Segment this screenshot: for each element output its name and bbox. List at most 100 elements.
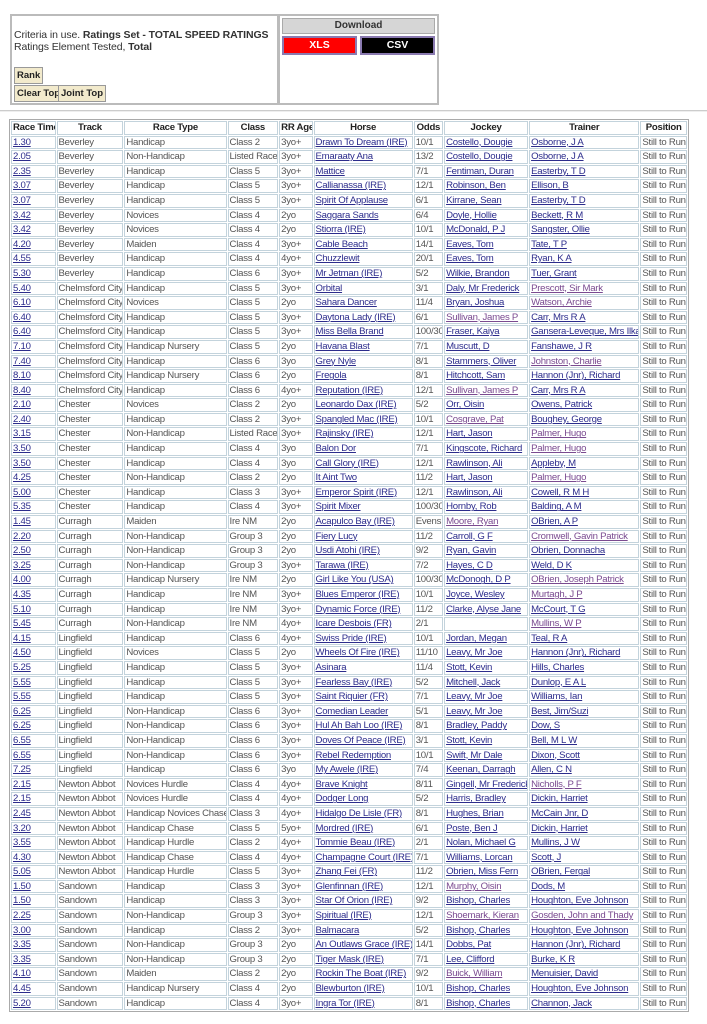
jockey-link[interactable]: Leavy, Mr Joe — [446, 705, 503, 717]
horse-link[interactable]: Reputation (IRE) — [315, 384, 384, 396]
jockey-link[interactable]: Rawlinson, Ali — [446, 457, 503, 469]
trainer-link[interactable]: Dods, M — [531, 880, 566, 892]
trainer-link[interactable]: Obrien, Donnacha — [531, 545, 605, 557]
jockey-link[interactable]: Joyce, Wesley — [446, 589, 505, 600]
horse-link[interactable]: Doves Of Peace (IRE) — [315, 734, 406, 746]
trainer-link[interactable]: Teal, R A — [531, 632, 568, 644]
trainer-link[interactable]: OBrien, Fergal — [531, 866, 590, 878]
horse-link[interactable]: Spirit Of Applause — [315, 194, 389, 206]
jockey-link[interactable]: Bradley, Paddy — [446, 720, 507, 732]
jockey-link[interactable]: Obrien, Miss Fern — [446, 866, 519, 878]
horse-link[interactable]: It Aint Two — [315, 472, 358, 484]
race-time-link[interactable]: 3.35 — [13, 939, 31, 951]
trainer-link[interactable]: Johnston, Charlie — [531, 355, 602, 367]
race-time-link[interactable]: 3.55 — [13, 837, 31, 849]
horse-link[interactable]: Dodger Long — [315, 793, 369, 805]
trainer-link[interactable]: Allen, C N — [531, 764, 572, 776]
race-time-link[interactable]: 6.40 — [13, 311, 31, 323]
trainer-link[interactable]: Hills, Charles — [531, 661, 585, 673]
trainer-link[interactable]: Ryan, K A — [531, 253, 572, 265]
trainer-link[interactable]: Carr, Mrs R A — [531, 384, 586, 396]
horse-link[interactable]: Saint Riquier (FR) — [315, 691, 389, 703]
horse-link[interactable]: Mattice — [315, 165, 345, 177]
race-time-link[interactable]: 8.40 — [13, 384, 31, 396]
jockey-link[interactable]: Fraser, Kaiya — [446, 326, 500, 338]
race-time-link[interactable]: 4.00 — [13, 574, 31, 586]
horse-link[interactable]: Rockin The Boat (IRE) — [315, 968, 407, 980]
trainer-link[interactable]: Williams, Ian — [531, 691, 583, 703]
jockey-link[interactable]: Moore, Ryan — [446, 516, 499, 528]
trainer-link[interactable]: McCain Jnr, D — [531, 807, 589, 819]
trainer-link[interactable]: Tate, T P — [531, 238, 567, 250]
trainer-link[interactable]: Hannon (Jnr), Richard — [531, 370, 621, 382]
race-time-link[interactable]: 3.00 — [13, 924, 31, 936]
jockey-link[interactable]: Kingscote, Richard — [446, 443, 523, 455]
horse-link[interactable]: Grey Nyle — [315, 355, 357, 367]
horse-link[interactable]: Mr Jetman (IRE) — [315, 267, 383, 279]
jockey-link[interactable]: Rawlinson, Ali — [446, 486, 503, 498]
horse-link[interactable]: An Outlaws Grace (IRE) — [315, 939, 413, 951]
trainer-link[interactable]: Best, Jim/Suzi — [531, 705, 589, 717]
jockey-link[interactable]: Poste, Ben J — [446, 822, 498, 834]
horse-link[interactable]: Hidalgo De Lisle (FR) — [315, 807, 403, 819]
race-time-link[interactable]: 7.25 — [13, 764, 31, 776]
jockey-link[interactable]: Eaves, Tom — [446, 253, 494, 265]
horse-link[interactable]: Spangled Mac (IRE) — [315, 413, 398, 425]
jockey-link[interactable]: Clarke, Alyse Jane — [446, 603, 522, 615]
race-time-link[interactable]: 5.25 — [13, 661, 31, 673]
race-time-link[interactable]: 6.10 — [13, 297, 31, 309]
race-time-link[interactable]: 1.45 — [13, 516, 31, 528]
race-time-link[interactable]: 3.07 — [13, 194, 31, 206]
race-time-link[interactable]: 3.42 — [13, 224, 31, 236]
race-time-link[interactable]: 5.55 — [13, 676, 31, 688]
trainer-link[interactable]: Gansera-Leveque, Mrs Ilka — [531, 326, 640, 338]
jockey-link[interactable]: Bishop, Charles — [446, 895, 511, 907]
trainer-link[interactable]: Mullins, W P — [531, 618, 582, 630]
trainer-link[interactable]: Easterby, T D — [531, 165, 586, 177]
race-time-link[interactable]: 3.25 — [13, 559, 31, 571]
jockey-link[interactable]: Costello, Dougie — [446, 136, 513, 148]
horse-link[interactable]: Stiorra (IRE) — [315, 224, 366, 236]
jockey-link[interactable]: Cosgrave, Pat — [446, 413, 504, 425]
race-time-link[interactable]: 4.15 — [13, 632, 31, 644]
jockey-link[interactable]: Leavy, Mr Joe — [446, 647, 503, 659]
race-time-link[interactable]: 2.35 — [13, 165, 31, 177]
trainer-link[interactable]: Mullins, J W — [531, 837, 580, 849]
horse-link[interactable]: Rajinsky (IRE) — [315, 428, 374, 440]
jockey-link[interactable]: Wilkie, Brandon — [446, 267, 510, 279]
horse-link[interactable]: Brave Knight — [315, 778, 368, 790]
horse-link[interactable]: Call Glory (IRE) — [315, 457, 379, 469]
jockey-link[interactable]: Swift, Mr Dale — [446, 749, 503, 761]
trainer-link[interactable]: Scott, J — [531, 851, 562, 863]
race-time-link[interactable]: 4.35 — [13, 589, 31, 600]
trainer-link[interactable]: Cromwell, Gavin Patrick — [531, 530, 628, 542]
jockey-link[interactable]: Bishop, Charles — [446, 983, 511, 995]
race-time-link[interactable]: 2.20 — [13, 530, 31, 542]
race-time-link[interactable]: 2.15 — [13, 778, 31, 790]
trainer-link[interactable]: Houghton, Eve Johnson — [531, 983, 629, 995]
csv-download-button[interactable]: CSV — [360, 36, 435, 55]
race-time-link[interactable]: 4.20 — [13, 238, 31, 250]
jockey-link[interactable]: Doyle, Hollie — [446, 209, 497, 221]
joint-top-button[interactable]: Joint Top — [58, 85, 107, 102]
jockey-link[interactable]: McDonogh, D P — [446, 574, 511, 586]
race-time-link[interactable]: 3.50 — [13, 457, 31, 469]
trainer-link[interactable]: Watson, Archie — [531, 297, 592, 309]
jockey-link[interactable]: Hart, Jason — [446, 428, 493, 440]
horse-link[interactable]: Swiss Pride (IRE) — [315, 632, 387, 644]
race-time-link[interactable]: 2.15 — [13, 793, 31, 805]
horse-link[interactable]: Mordred (IRE) — [315, 822, 374, 834]
trainer-link[interactable]: Weld, D K — [531, 559, 572, 571]
race-time-link[interactable]: 4.50 — [13, 647, 31, 659]
trainer-link[interactable]: Beckett, R M — [531, 209, 583, 221]
jockey-link[interactable]: Bishop, Charles — [446, 997, 511, 1009]
jockey-link[interactable]: Gingell, Mr Frederick — [446, 778, 529, 790]
horse-link[interactable]: Comedian Leader — [315, 705, 389, 717]
horse-link[interactable]: Emaraaty Ana — [315, 151, 374, 163]
jockey-link[interactable]: Hayes, C D — [446, 559, 493, 571]
horse-link[interactable]: Leonardo Dax (IRE) — [315, 399, 397, 411]
jockey-link[interactable]: Buick, William — [446, 968, 503, 980]
jockey-link[interactable]: Fentiman, Duran — [446, 165, 514, 177]
horse-link[interactable]: Spiritual (IRE) — [315, 910, 372, 922]
rank-button[interactable]: Rank — [14, 67, 44, 84]
